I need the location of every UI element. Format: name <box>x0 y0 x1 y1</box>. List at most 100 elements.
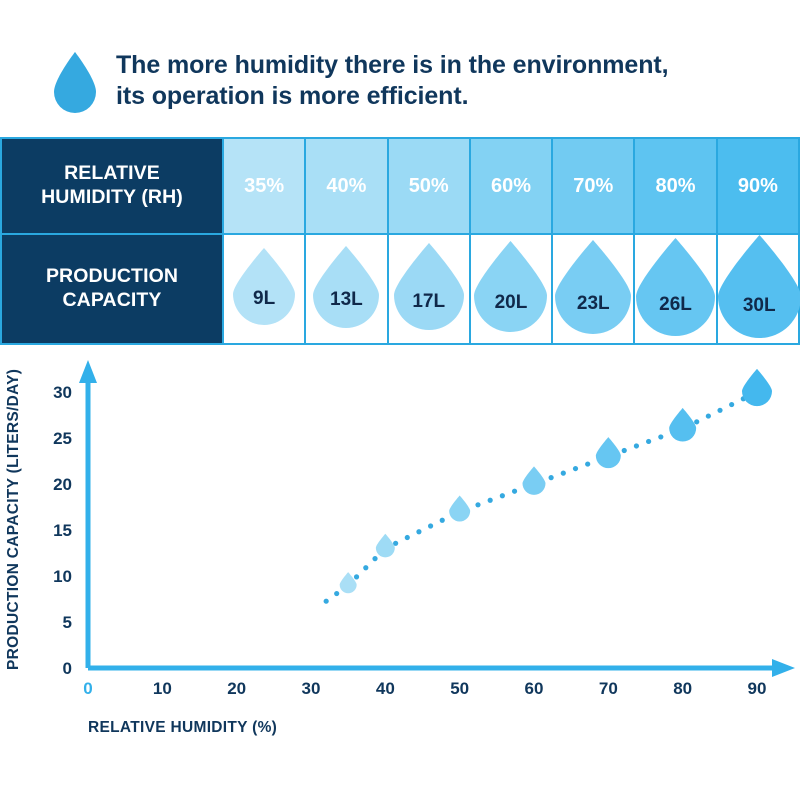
capacity-drop-label: 30L <box>742 295 776 317</box>
data-point-60 <box>522 466 546 495</box>
trend-dot <box>633 443 640 449</box>
trend-dot <box>363 565 369 571</box>
data-point-40 <box>375 533 395 558</box>
x-tick-60: 60 <box>525 679 544 698</box>
capacity-drop-label: 26L <box>659 293 692 315</box>
x-axis-arrow <box>772 659 795 677</box>
x-tick-90: 90 <box>748 679 767 698</box>
data-point-35 <box>339 572 357 594</box>
x-tick-30: 30 <box>302 679 321 698</box>
capacity-drop-label: 17L <box>412 290 446 312</box>
table-row-production-capacity: PRODUCTION CAPACITY 9L 13L 17L 20L 23L 2… <box>0 233 800 345</box>
pc-cell-0: 9L <box>221 233 307 345</box>
water-drop-icon <box>54 52 96 113</box>
x-tick-80: 80 <box>673 679 692 698</box>
trend-dot <box>511 488 518 494</box>
y-tick-10: 10 <box>53 567 72 586</box>
capacity-drop-label: 9L <box>253 288 276 310</box>
y-tick-5: 5 <box>63 613 72 632</box>
rh-cell-1: 40% <box>304 137 389 235</box>
y-tick-25: 25 <box>53 429 72 448</box>
water-drop-icon <box>595 437 621 469</box>
x-tick-0: 0 <box>83 679 92 698</box>
capacity-drop-6: 30L <box>717 235 800 338</box>
trend-dot <box>705 413 711 419</box>
water-drop-icon <box>233 248 296 325</box>
water-drop-icon <box>393 243 464 330</box>
trend-dot <box>404 534 410 541</box>
y-tick-15: 15 <box>53 521 72 540</box>
pc-cell-1: 13L <box>304 233 389 345</box>
y-axis-arrow <box>79 360 97 383</box>
trend-dot <box>393 540 399 546</box>
trend-dot <box>323 598 329 604</box>
water-drop-icon <box>636 237 716 336</box>
x-axis-title: RELATIVE HUMIDITY (%) <box>88 719 277 736</box>
trend-dot <box>334 590 340 597</box>
trend-dot <box>548 475 554 481</box>
trend-dot <box>372 556 378 562</box>
trend-dot <box>658 434 664 440</box>
x-tick-50: 50 <box>450 679 469 698</box>
pc-cell-4: 23L <box>551 233 636 345</box>
capacity-table: RELATIVE HUMIDITY (RH) 35% 40% 50% 60% 7… <box>0 137 800 345</box>
y-tick-0: 0 <box>63 659 72 678</box>
pc-cell-3: 20L <box>468 233 554 345</box>
capacity-drop-3: 20L <box>474 241 548 332</box>
trend-dot <box>646 438 652 445</box>
pc-cell-2: 17L <box>386 233 471 345</box>
header-title: The more humidity there is in the enviro… <box>116 51 669 110</box>
trend-dot <box>416 529 422 535</box>
water-drop-icon <box>522 466 546 495</box>
capacity-drop-0: 9L <box>233 248 296 325</box>
capacity-drop-1: 13L <box>313 245 380 328</box>
capacity-drop-2: 17L <box>393 243 464 330</box>
rh-cell-3: 60% <box>468 137 554 235</box>
capacity-drop-label: 13L <box>330 289 363 311</box>
trend-dot <box>499 493 505 499</box>
water-drop-icon <box>313 245 380 328</box>
water-drop-icon <box>474 241 548 332</box>
trend-dot <box>572 465 579 472</box>
table-row-relative-humidity: RELATIVE HUMIDITY (RH) 35% 40% 50% 60% 7… <box>0 137 800 235</box>
pc-cell-6: 30L <box>715 233 800 345</box>
trend-dot <box>621 447 627 454</box>
data-point-70 <box>595 437 621 469</box>
trend-dot <box>475 502 481 508</box>
y-axis-tick-labels: 0 5 10 15 20 25 30 <box>53 383 72 678</box>
x-axis-tick-labels: 0 10 20 30 40 50 60 70 80 90 <box>83 679 766 698</box>
water-drop-icon <box>742 368 772 407</box>
rh-cell-2: 50% <box>386 137 471 235</box>
header-banner: The more humidity there is in the enviro… <box>0 48 800 132</box>
trend-dot <box>585 461 591 467</box>
data-point-markers <box>339 368 772 594</box>
water-drop-icon <box>717 235 800 338</box>
rh-cell-5: 80% <box>633 137 718 235</box>
water-drop-icon <box>339 572 357 594</box>
trend-dot <box>717 407 723 413</box>
capacity-drop-label: 23L <box>576 292 610 314</box>
capacity-drop-5: 26L <box>636 237 716 336</box>
row-header-production-capacity: PRODUCTION CAPACITY <box>0 233 224 345</box>
trend-dot <box>729 401 735 408</box>
chart-axes <box>79 360 795 677</box>
rh-cell-0: 35% <box>221 137 307 235</box>
rh-cell-6: 90% <box>715 137 800 235</box>
water-drop-icon <box>555 239 632 334</box>
data-point-50 <box>449 495 471 522</box>
trend-dot <box>427 523 434 529</box>
water-drop-icon <box>669 408 697 442</box>
y-tick-20: 20 <box>53 475 72 494</box>
x-tick-70: 70 <box>599 679 618 698</box>
y-tick-30: 30 <box>53 383 72 402</box>
trend-dot <box>353 574 360 580</box>
data-point-90 <box>742 368 772 407</box>
pc-cell-5: 26L <box>633 233 718 345</box>
row-header-relative-humidity: RELATIVE HUMIDITY (RH) <box>0 137 224 235</box>
capacity-vs-humidity-chart: 0 5 10 15 20 25 30 0 10 20 30 40 50 60 70 80 90 RELATIV… <box>0 340 800 760</box>
water-drop-icon <box>375 533 395 558</box>
capacity-drop-4: 23L <box>555 239 632 334</box>
trend-dot <box>439 517 445 523</box>
x-tick-10: 10 <box>153 679 172 698</box>
trend-dot <box>694 419 700 425</box>
